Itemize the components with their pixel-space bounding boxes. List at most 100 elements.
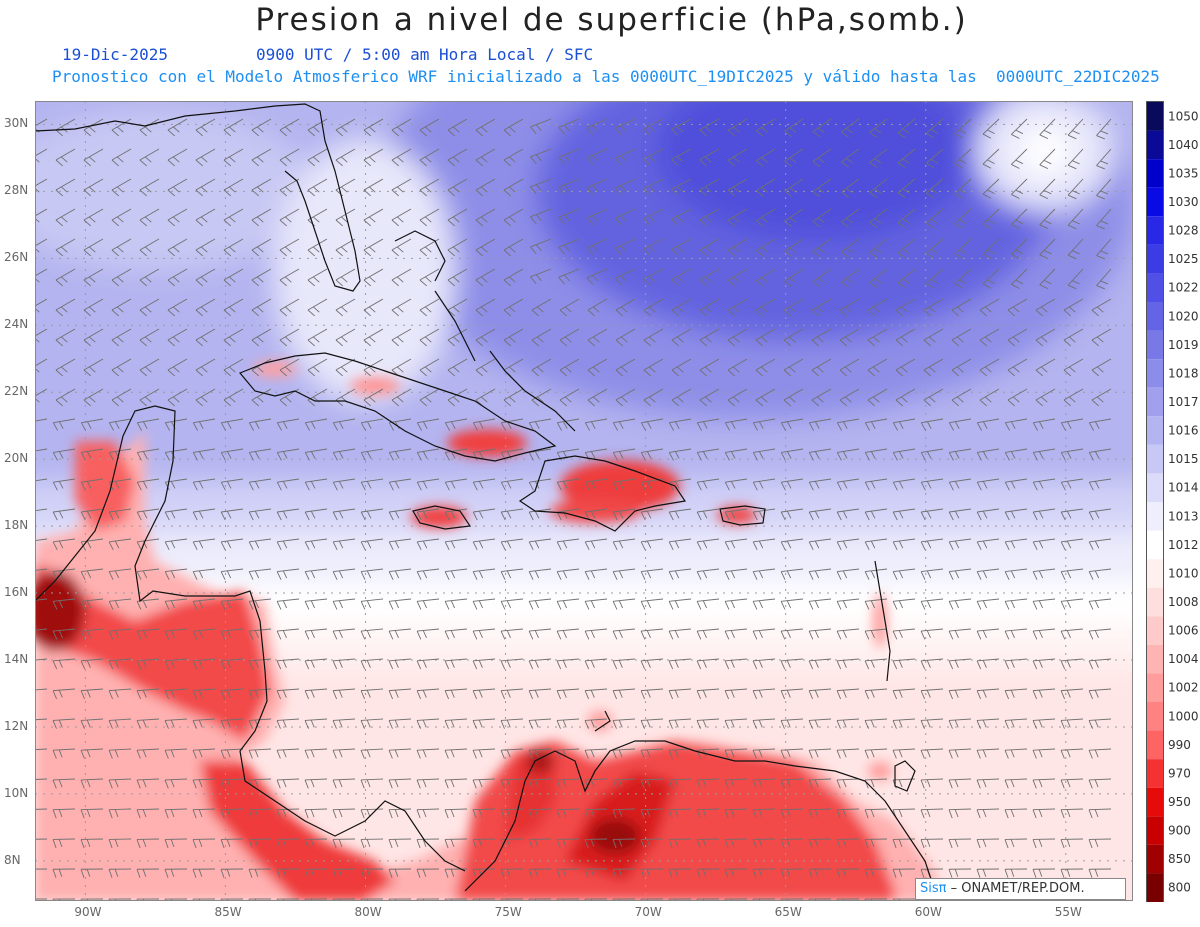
colorbar-swatch: [1147, 702, 1163, 731]
wind-barb: [360, 598, 384, 610]
wind-barb: [586, 238, 608, 255]
wind-barb: [251, 148, 272, 167]
wind-barb: [444, 628, 468, 640]
wind-barb: [335, 148, 356, 167]
wind-barb: [332, 808, 356, 819]
wind-barb: [925, 148, 944, 169]
wind-barb: [808, 838, 832, 849]
wind-barb: [920, 838, 944, 849]
wind-barb: [640, 418, 664, 431]
wind-barb: [556, 808, 580, 819]
wind-barb: [1004, 628, 1028, 640]
wind-barb: [35, 298, 48, 316]
wind-barb: [304, 568, 328, 580]
wind-barb: [1091, 328, 1112, 347]
wind-barb: [948, 778, 972, 789]
colorbar-label: 1015: [1168, 452, 1198, 466]
wind-barb: [503, 268, 524, 287]
wind-barb: [727, 388, 748, 407]
colorbar-label: 1018: [1168, 366, 1198, 380]
wind-barb: [332, 658, 356, 670]
wind-barb: [584, 628, 608, 640]
wind-barb: [1060, 448, 1084, 461]
wind-barb: [416, 508, 440, 521]
wind-barb: [671, 148, 692, 166]
wind-barb: [811, 358, 832, 377]
wind-barb: [1032, 748, 1056, 759]
wind-barb: [503, 388, 524, 407]
lon-label: 85W: [214, 905, 242, 919]
wind-barb: [640, 448, 664, 461]
wind-barb: [783, 298, 804, 317]
wind-barb: [724, 778, 748, 789]
wind-barb: [192, 748, 216, 759]
wind-barb: [668, 598, 692, 610]
wind-barb: [108, 808, 132, 819]
wind-barb: [164, 598, 188, 610]
wind-barb: [528, 508, 552, 521]
wind-barb: [220, 778, 244, 789]
wind-barb: [304, 808, 328, 819]
wind-barb: [920, 748, 944, 759]
wind-barb: [640, 688, 664, 700]
wind-barb: [752, 778, 776, 789]
wind-barb: [223, 238, 244, 257]
wind-barb: [587, 388, 608, 407]
wind-barb: [642, 268, 664, 286]
wind-barb: [558, 118, 580, 135]
wind-barb: [696, 808, 720, 819]
wind-barb: [391, 148, 412, 167]
wind-barb: [472, 838, 496, 849]
wind-barb: [920, 628, 944, 640]
wind-barb: [388, 508, 412, 521]
wind-barb: [1032, 658, 1056, 670]
wind-barb: [139, 238, 160, 257]
wind-barb: [419, 358, 440, 377]
wind-barb: [304, 688, 328, 700]
wind-barb: [1088, 598, 1112, 610]
wind-barb: [724, 748, 748, 759]
wind-barb: [55, 388, 76, 407]
wind-barb: [528, 598, 552, 610]
wind-barb: [1063, 298, 1084, 317]
wind-barb: [640, 598, 664, 610]
wind-barb: [220, 718, 244, 729]
wind-barb: [1032, 838, 1056, 849]
wind-barb: [584, 688, 608, 700]
wind-barb: [1011, 118, 1028, 139]
wind-barb: [52, 868, 76, 878]
lat-label: 18N: [4, 518, 29, 533]
wind-barb: [164, 718, 188, 729]
wind-barb: [335, 328, 356, 347]
wind-barb: [724, 838, 748, 849]
wind-barb: [1007, 358, 1028, 377]
wind-barb: [1060, 478, 1084, 491]
wind-barb: [1039, 118, 1056, 140]
wind-barb: [167, 178, 188, 197]
wind-barb: [528, 538, 552, 551]
wind-barb: [416, 688, 440, 700]
wind-barb: [897, 118, 916, 139]
wind-barb: [1035, 388, 1056, 407]
colorbar-label: 1035: [1168, 166, 1198, 180]
wind-barb: [752, 688, 776, 700]
wind-barb: [1004, 418, 1028, 431]
wind-barb: [556, 598, 580, 610]
wind-barb: [192, 718, 216, 729]
wind-barb: [587, 328, 608, 347]
colorbar-swatch: [1147, 673, 1163, 702]
wind-barb: [55, 208, 76, 227]
colorbar-swatch: [1147, 187, 1163, 217]
wind-barb: [223, 388, 244, 407]
wind-barb: [35, 478, 48, 489]
colorbar-label: 1025: [1168, 252, 1198, 266]
wind-barb: [780, 688, 804, 700]
wind-barb: [864, 658, 888, 670]
wind-barb: [584, 478, 608, 491]
colorbar-swatch: [1147, 587, 1163, 617]
wind-barb: [35, 358, 48, 376]
wind-barb: [696, 718, 720, 729]
wind-barb: [612, 808, 636, 819]
wind-barb: [640, 508, 664, 521]
wind-barb: [752, 508, 776, 521]
